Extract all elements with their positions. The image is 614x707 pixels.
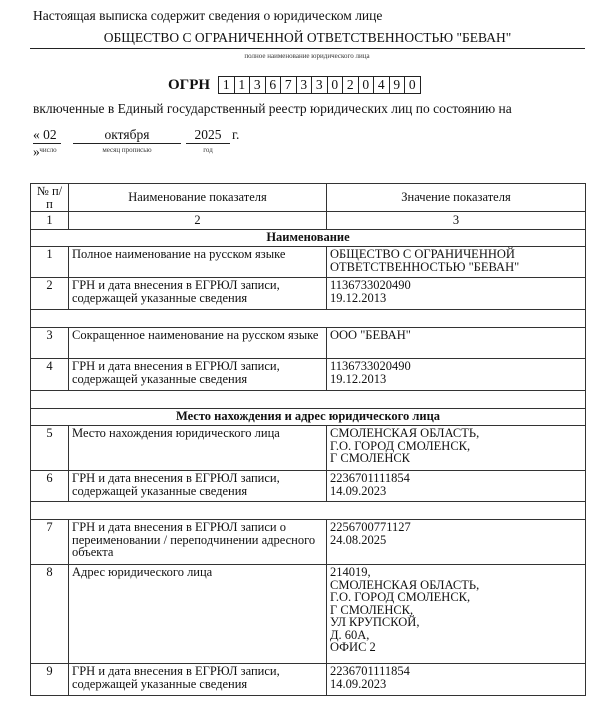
table-row: 4 ГРН и дата внесения в ЕГРЮЛ записи, сод… (30, 358, 586, 391)
ogrn-digit: 3 (312, 77, 328, 93)
column-number-row: 1 2 3 (30, 211, 586, 230)
section-header-row: Наименование (30, 229, 586, 247)
indicator-name: Полное наименование на русском языке (68, 246, 327, 278)
day-value: 02 (43, 127, 57, 142)
indicator-value: 1136733020490 19.12.2013 (326, 358, 586, 391)
ogrn-digit: 0 (408, 77, 416, 92)
indicator-name: Адрес юридического лица (68, 564, 327, 664)
indicator-name: Место нахождения юридического лица (68, 425, 327, 471)
org-name: ОБЩЕСТВО С ОГРАНИЧЕННОЙ ОТВЕТСТВЕННОСТЬЮ… (30, 30, 585, 49)
header-number: № п/п (30, 183, 69, 212)
date-month: октября (73, 127, 181, 144)
ogrn-digit: 0 (328, 77, 344, 93)
indicator-value: 214019, СМОЛЕНСКАЯ ОБЛАСТЬ, Г.О. ГОРОД С… (326, 564, 586, 664)
table-header-row: № п/п Наименование показателя Значение п… (30, 183, 586, 212)
indicator-name: ГРН и дата внесения в ЕГРЮЛ записи о пер… (68, 519, 327, 565)
section-title: Наименование (30, 229, 586, 247)
indicator-value: ООО "БЕВАН" (326, 327, 586, 359)
row-number: 4 (30, 358, 69, 391)
table-row: 8 Адрес юридического лица 214019, СМОЛЕНСК… (30, 564, 586, 664)
ogrn-label: ОГРН (168, 76, 211, 93)
indicator-value: 2236701111854 14.09.2023 (326, 663, 586, 696)
table-row: 9 ГРН и дата внесения в ЕГРЮЛ записи, сод… (30, 663, 586, 696)
quote-open: « (33, 127, 40, 142)
row-number: 8 (30, 564, 69, 664)
row-number: 7 (30, 519, 69, 565)
table-row: 2 ГРН и дата внесения в ЕГРЮЛ записи, сод… (30, 277, 586, 310)
section-title: Место нахождения и адрес юридического ли… (30, 408, 586, 426)
spacer-cell (30, 309, 586, 328)
row-number: 9 (30, 663, 69, 696)
quote-close: » (33, 144, 40, 159)
ogrn-digit: 9 (390, 77, 406, 93)
indicator-value: 2236701111854 14.09.2023 (326, 470, 586, 502)
indicator-name: ГРН и дата внесения в ЕГРЮЛ записи, соде… (68, 470, 327, 502)
header-name: Наименование показателя (68, 183, 327, 212)
date-day: « 02 » (33, 127, 63, 160)
indicator-value: 1136733020490 19.12.2013 (326, 277, 586, 310)
ogrn-digit: 0 (359, 77, 375, 93)
spacer-row (30, 390, 586, 409)
table-row: 7 ГРН и дата внесения в ЕГРЮЛ записи о пе… (30, 519, 586, 565)
spacer-cell (30, 501, 586, 520)
col-number-2: 2 (68, 211, 327, 230)
ogrn-digit: 7 (281, 77, 297, 93)
indicator-value: СМОЛЕНСКАЯ ОБЛАСТЬ, Г.О. ГОРОД СМОЛЕНСК,… (326, 425, 586, 471)
table-row: 3 Сокращенное наименование на русском язы… (30, 327, 586, 359)
date-suffix: г. (232, 127, 240, 142)
spacer-row (30, 501, 586, 520)
section-header-row: Место нахождения и адрес юридического ли… (30, 408, 586, 426)
year-caption: год (203, 146, 213, 154)
intro-text: Настоящая выписка содержит сведения о юр… (33, 8, 383, 23)
indicator-name: Сокращенное наименование на русском язык… (68, 327, 327, 359)
ogrn-digit: 6 (266, 77, 282, 93)
ogrn-digit: 1 (219, 77, 235, 93)
egrul-table: № п/п Наименование показателя Значение п… (30, 183, 586, 696)
indicator-name: ГРН и дата внесения в ЕГРЮЛ записи, соде… (68, 663, 327, 696)
ogrn-digit: 1 (235, 77, 251, 93)
indicator-value: 2256700771127 24.08.2025 (326, 519, 586, 565)
ogrn-digit: 3 (250, 77, 266, 93)
ogrn-digit: 4 (374, 77, 390, 93)
day-caption: число (39, 146, 57, 154)
header-value: Значение показателя (326, 183, 586, 212)
row-number: 5 (30, 425, 69, 471)
ogrn-digit: 3 (297, 77, 313, 93)
spacer-row (30, 309, 586, 328)
col-number-3: 3 (326, 211, 586, 230)
indicator-name: ГРН и дата внесения в ЕГРЮЛ записи, соде… (68, 358, 327, 391)
row-number: 3 (30, 327, 69, 359)
indicator-name: ГРН и дата внесения в ЕГРЮЛ записи, соде… (68, 277, 327, 310)
date-year: 2025 (186, 127, 230, 144)
row-number: 1 (30, 246, 69, 278)
month-caption: месяц прописью (102, 146, 152, 154)
table-row: 1 Полное наименование на русском языке ОБЩ… (30, 246, 586, 278)
indicator-value: ОБЩЕСТВО С ОГРАНИЧЕННОЙ ОТВЕТСТВЕННОСТЬЮ… (326, 246, 586, 278)
table-row: 6 ГРН и дата внесения в ЕГРЮЛ записи, сод… (30, 470, 586, 502)
org-name-caption: полное наименование юридического лица (244, 52, 370, 60)
ogrn-digit: 2 (343, 77, 359, 93)
col-number-1: 1 (30, 211, 69, 230)
row-number: 6 (30, 470, 69, 502)
row-number: 2 (30, 277, 69, 310)
spacer-cell (30, 390, 586, 409)
table-row: 5 Место нахождения юридического лица СМОЛЕ… (30, 425, 586, 471)
included-text: включенные в Единый государственный реес… (33, 101, 512, 116)
